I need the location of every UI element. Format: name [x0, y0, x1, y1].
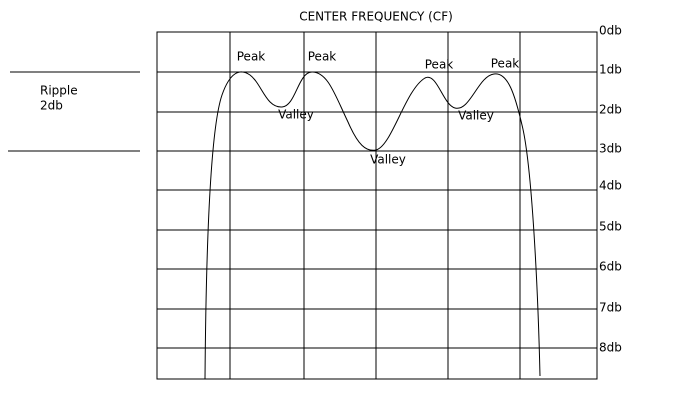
scale-label: 5db	[599, 220, 622, 234]
scale-label: 6db	[599, 260, 622, 274]
grid	[157, 32, 597, 379]
scale-label: 2db	[599, 103, 622, 117]
annotation: Peak	[237, 50, 266, 64]
scale-label: 4db	[599, 179, 622, 193]
response-curve	[204, 71, 541, 380]
annotation: Valley	[278, 108, 314, 122]
scale-label: 3db	[599, 142, 622, 156]
annotation: Valley	[370, 153, 406, 167]
scale-label: 0db	[599, 24, 622, 38]
scale-labels: 0db 1db 2db 3db 4db 5db 6db 7db 8db	[599, 24, 622, 355]
scale-label: 8db	[599, 341, 622, 355]
annotation: Peak	[425, 58, 454, 72]
title: CENTER FREQUENCY (CF)	[299, 10, 453, 24]
annotation: Peak	[308, 50, 337, 64]
scale-label: 7db	[599, 301, 622, 315]
annotation: Valley	[458, 109, 494, 123]
scale-label: 1db	[599, 63, 622, 77]
plot-frame	[156, 31, 598, 380]
ripple-label: Ripple	[40, 84, 78, 98]
ripple-value: 2db	[40, 99, 63, 113]
annotations: Peak Peak Valley Valley Peak Valley Peak	[237, 50, 520, 167]
annotation: Peak	[491, 57, 520, 71]
